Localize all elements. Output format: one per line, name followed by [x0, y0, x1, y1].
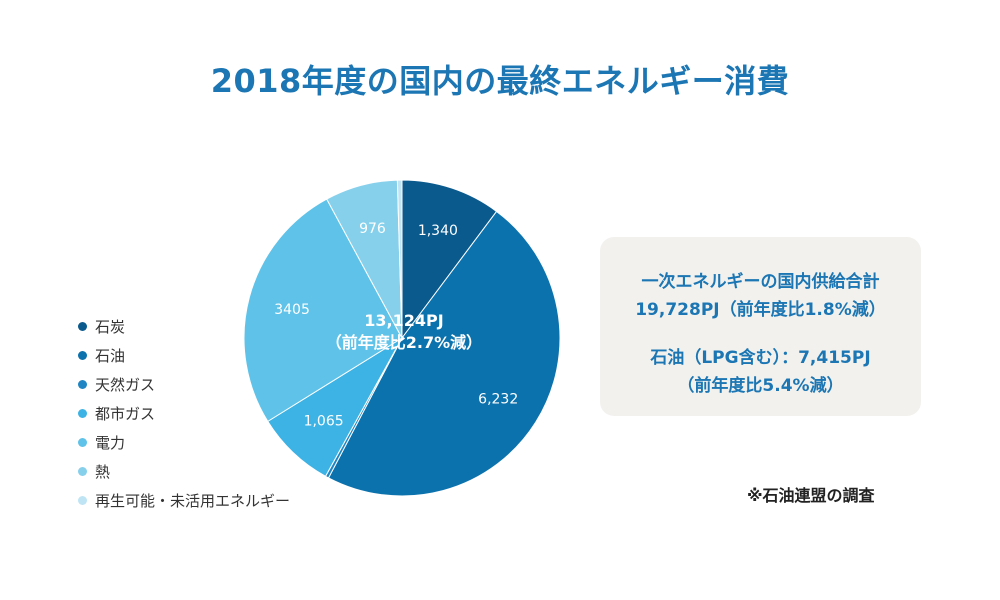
- pie-slice-0: [401, 179, 498, 340]
- legend-label: 石油: [95, 347, 126, 365]
- pie-slice-4: [243, 198, 403, 423]
- legend-swatch: [78, 496, 87, 505]
- slice-label-4: 3405: [274, 302, 310, 318]
- chart-title: 2018年度の国内の最終エネルギー消費: [210, 62, 790, 100]
- info-line-2: 19,728PJ（前年度比1.8%減）: [635, 300, 886, 320]
- pie-slice-1: [327, 210, 561, 497]
- legend-label: 電力: [95, 434, 126, 452]
- legend-swatch: [78, 409, 87, 418]
- pie-slice-6: [396, 179, 403, 339]
- legend-swatch: [78, 322, 87, 331]
- legend-item-3: 都市ガス: [78, 399, 290, 428]
- center-label-0: 13,124PJ: [364, 311, 443, 330]
- legend-item-4: 電力: [78, 428, 290, 457]
- legend-label: 熱: [95, 463, 111, 481]
- legend-item-1: 石油: [78, 341, 290, 370]
- info-line-1: 一次エネルギーの国内供給合計: [641, 272, 880, 292]
- legend-item-2: 天然ガス: [78, 370, 290, 399]
- legend-label: 天然ガス: [95, 376, 156, 394]
- legend-swatch: [78, 467, 87, 476]
- info-line-4: （前年度比5.4%減）: [677, 376, 844, 396]
- legend-label: 石炭: [95, 318, 126, 336]
- legend-swatch: [78, 351, 87, 360]
- legend-item-5: 熱: [78, 457, 290, 486]
- legend-label: 都市ガス: [95, 405, 156, 423]
- legend-label: 再生可能・未活用エネルギー: [95, 492, 291, 510]
- slice-label-3: 1,065: [304, 413, 344, 429]
- legend-swatch: [78, 438, 87, 447]
- legend-swatch: [78, 380, 87, 389]
- source-note: ※石油連盟の調査: [747, 486, 875, 505]
- center-label-1: （前年度比2.7%減）: [326, 333, 482, 352]
- legend-item-6: 再生可能・未活用エネルギー: [78, 486, 290, 515]
- slice-label-5: 976: [359, 221, 386, 237]
- supply-info-box: 一次エネルギーの国内供給合計 19,728PJ（前年度比1.8%減） 石油（LP…: [600, 237, 921, 416]
- legend-item-0: 石炭: [78, 312, 290, 341]
- slice-label-1: 6,232: [478, 392, 518, 408]
- slice-label-0: 1,340: [418, 223, 458, 239]
- info-line-3: 石油（LPG含む）：7,415PJ: [650, 348, 871, 368]
- chart-legend: 石炭石油天然ガス都市ガス電力熱再生可能・未活用エネルギー: [78, 312, 290, 515]
